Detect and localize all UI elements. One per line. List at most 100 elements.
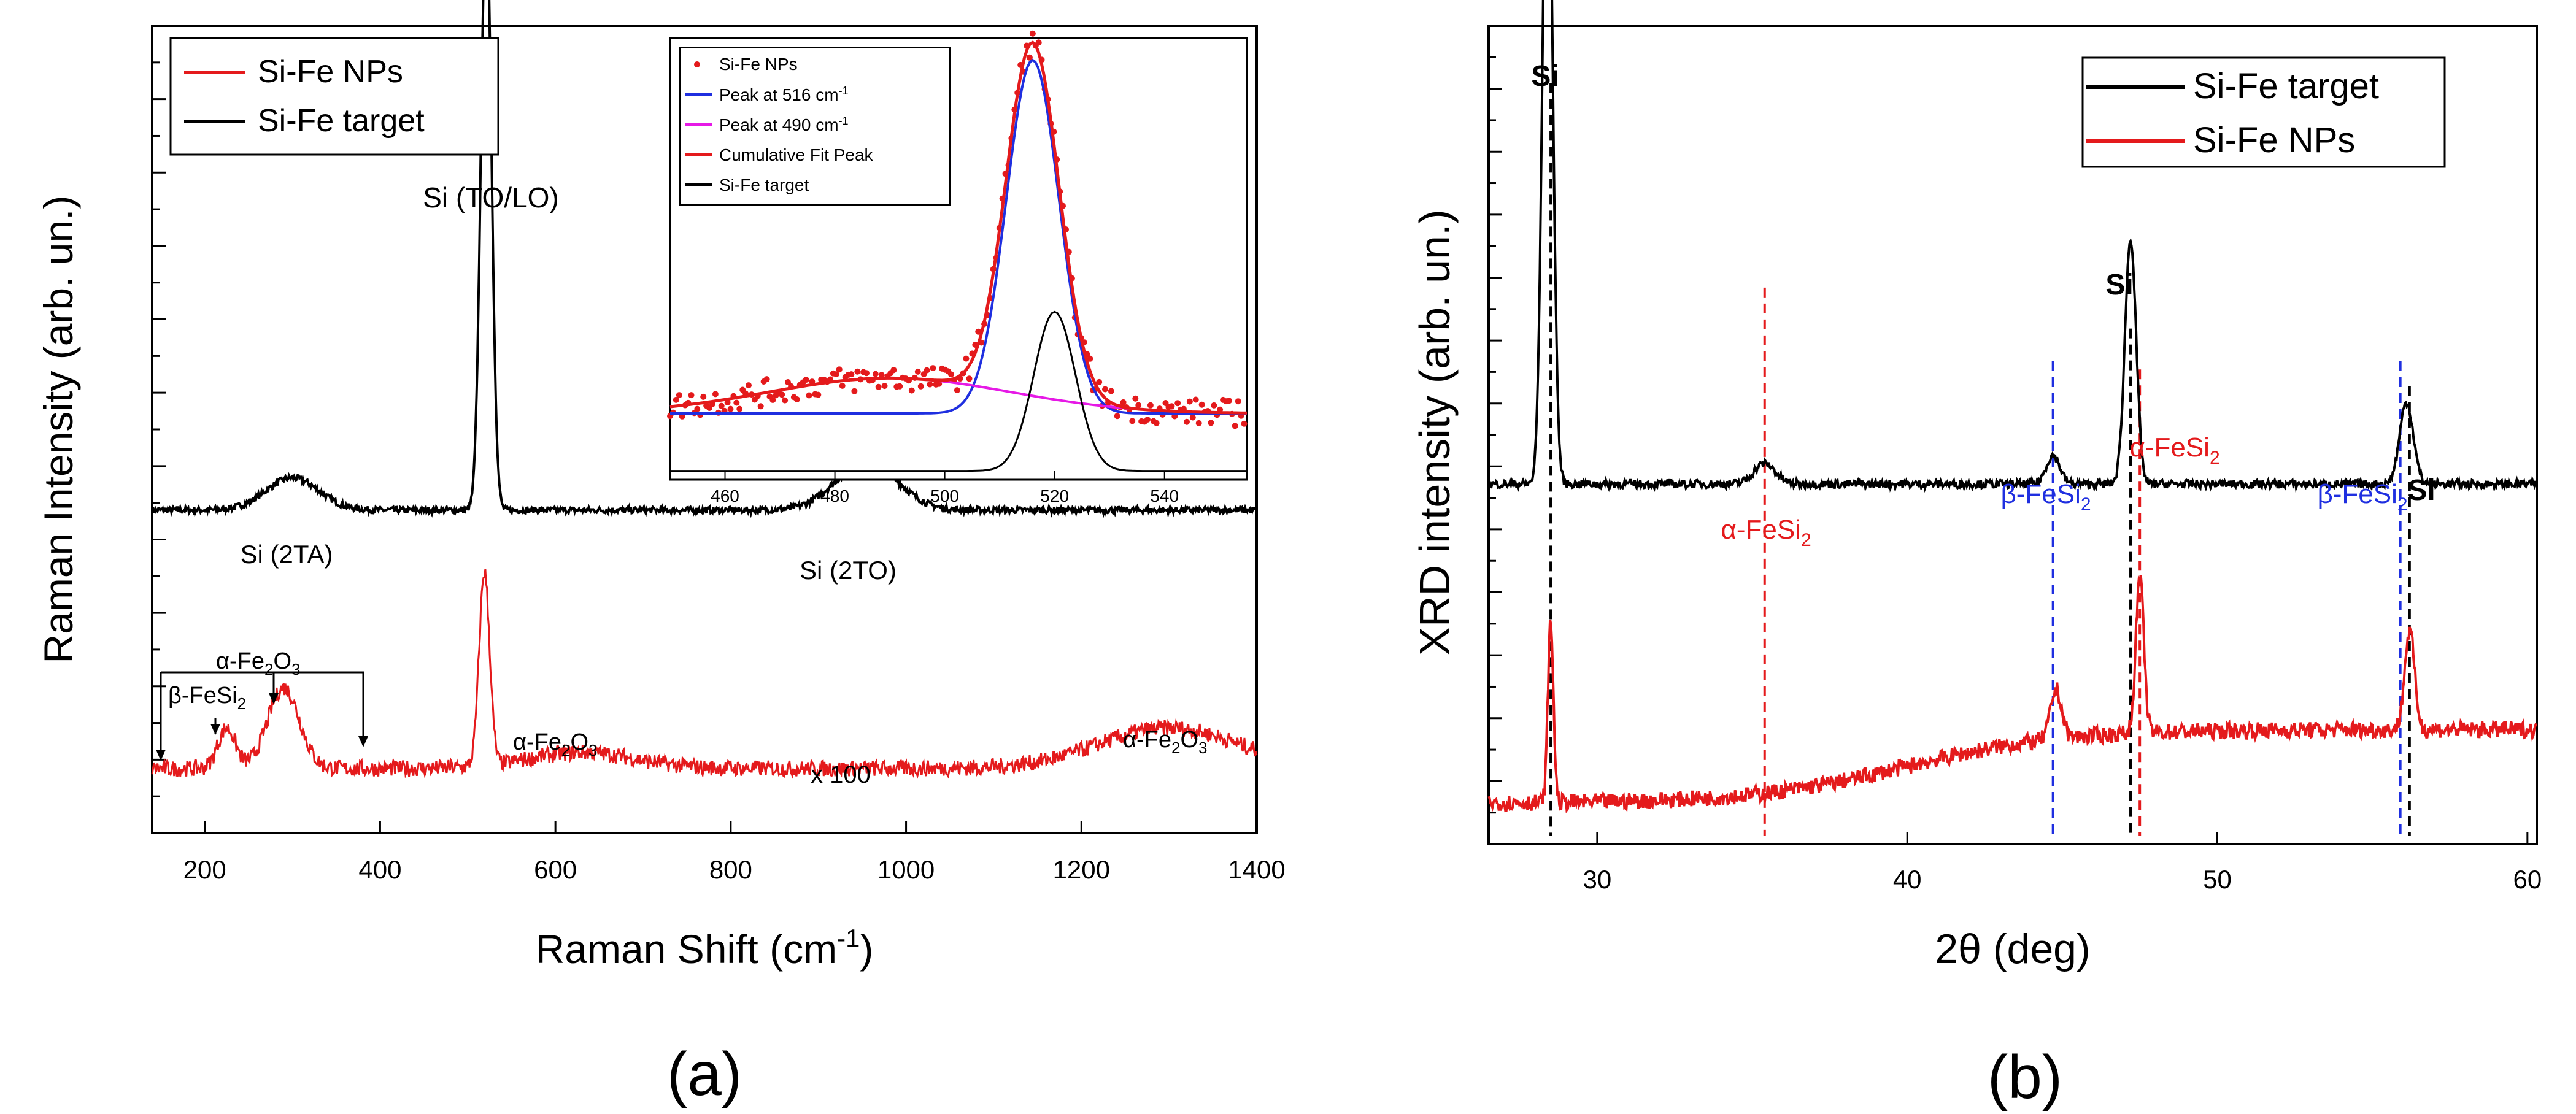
inset-data-point bbox=[815, 391, 822, 398]
inset-data-point bbox=[1186, 398, 1193, 405]
raman-inset-legend-label-fit: Cumulative Fit Peak bbox=[719, 145, 874, 164]
inset-data-point bbox=[1132, 395, 1139, 402]
xrd-annotation-beta-fesi2-1: β-FeSi2 bbox=[2000, 479, 2091, 515]
inset-data-point bbox=[954, 387, 960, 394]
xrd-chart: 30 40 50 60 2θ (deg) XRD intensity (arb. un… bbox=[1411, 0, 2542, 1112]
xrd-annotation-alpha-fesi2-2: α-FeSi2 bbox=[2129, 432, 2219, 468]
raman-annotation-beta-fesi2: β-FeSi2 bbox=[168, 683, 246, 713]
inset-data-point bbox=[736, 405, 743, 412]
inset-data-point bbox=[947, 371, 954, 378]
inset-data-point bbox=[1102, 386, 1108, 393]
inset-data-point bbox=[1153, 420, 1160, 426]
xrd-x-axis-label: 2θ (deg) bbox=[1935, 926, 2090, 972]
inset-data-point bbox=[914, 368, 921, 375]
inset-data-point bbox=[1225, 398, 1232, 404]
inset-data-point bbox=[1096, 378, 1103, 385]
inset-data-point bbox=[806, 392, 812, 399]
xrd-x-tick-label: 40 bbox=[1893, 865, 1922, 894]
raman-legend: Si-Fe NPs Si-Fe target bbox=[169, 37, 499, 156]
raman-annotation-si-2to: Si (2TO) bbox=[800, 556, 897, 585]
raman-x-axis-label: Raman Shift (cm-1) bbox=[536, 924, 874, 972]
raman-annotation-x100: x 100 bbox=[811, 761, 871, 788]
raman-inset-legend-label-516: Peak at 516 cm-1 bbox=[719, 85, 849, 104]
inset-data-point bbox=[1208, 420, 1214, 426]
raman-inset-peak-516 bbox=[670, 58, 1247, 415]
raman-inset-target bbox=[670, 310, 1247, 472]
raman-legend-label-nps: Si-Fe NPs bbox=[258, 54, 403, 90]
xrd-series-si-fe-target bbox=[1487, 0, 2537, 493]
inset-x-tick-label: 500 bbox=[930, 486, 959, 505]
inset-data-point bbox=[1235, 398, 1241, 405]
raman-fe2o3-bracket bbox=[161, 671, 364, 737]
inset-data-point bbox=[966, 375, 973, 382]
inset-x-tick-label: 540 bbox=[1150, 486, 1179, 505]
xrd-x-tick-label: 50 bbox=[2203, 865, 2232, 894]
inset-data-point bbox=[908, 387, 915, 394]
inset-data-point bbox=[1168, 403, 1175, 410]
inset-data-point bbox=[1035, 39, 1042, 46]
inset-data-point bbox=[718, 402, 725, 409]
raman-series-si-fe-nps bbox=[151, 569, 1258, 779]
raman-annotation-si-2ta: Si (2TA) bbox=[241, 540, 333, 569]
xrd-series-si-fe-nps bbox=[1487, 574, 2537, 814]
inset-data-point bbox=[1147, 402, 1154, 409]
raman-x-tick-label: 800 bbox=[709, 855, 752, 884]
xrd-reference-lines bbox=[1549, 83, 2411, 836]
inset-data-point bbox=[1129, 418, 1136, 424]
raman-annotation-si-tolo: Si (TO/LO) bbox=[423, 182, 559, 213]
raman-inset: 460 480 500 520 540 Si-Fe NPs Peak at 516 cm… bbox=[667, 30, 1248, 505]
raman-inset-legend-dot bbox=[694, 61, 700, 67]
xrd-annotation-alpha-fesi2-1: α-FeSi2 bbox=[1721, 515, 1811, 550]
inset-data-point bbox=[1108, 388, 1114, 394]
inset-data-point bbox=[833, 371, 839, 378]
inset-data-point bbox=[779, 391, 785, 398]
raman-inset-cumulative-fit bbox=[669, 40, 1248, 415]
inset-data-point bbox=[917, 383, 924, 390]
raman-axis-ticks: 200 400 600 800 1000 1200 1400 bbox=[152, 61, 1286, 884]
inset-data-point bbox=[1211, 402, 1217, 409]
inset-data-point bbox=[769, 397, 776, 403]
inset-data-point bbox=[1192, 396, 1199, 403]
xrd-x-tick-label: 30 bbox=[1583, 865, 1612, 894]
inset-x-tick-label: 460 bbox=[711, 486, 739, 505]
raman-arrow-160 bbox=[156, 750, 166, 761]
xrd-axis-ticks: 30 40 50 60 bbox=[1489, 56, 2542, 894]
inset-data-point bbox=[757, 403, 764, 410]
raman-series-si-fe-target bbox=[151, 0, 1258, 518]
xrd-x-tick-label: 60 bbox=[2513, 865, 2542, 894]
raman-inset-legend-label-nps: Si-Fe NPs bbox=[719, 55, 798, 74]
xrd-annotation-beta-fesi2-2: β-FeSi2 bbox=[2317, 479, 2407, 515]
inset-data-point bbox=[890, 367, 897, 374]
inset-data-point bbox=[803, 377, 809, 383]
raman-legend-box bbox=[169, 37, 499, 156]
raman-x-tick-label: 1200 bbox=[1053, 855, 1110, 884]
inset-data-point bbox=[1135, 402, 1142, 409]
raman-x-tick-label: 600 bbox=[534, 855, 577, 884]
raman-inset-ticks: 460 480 500 520 540 bbox=[711, 471, 1179, 505]
raman-inset-legend-label-490: Peak at 490 cm-1 bbox=[719, 115, 849, 134]
xrd-annotation-si-2: Si bbox=[2105, 269, 2133, 301]
xrd-legend-label-target: Si-Fe target bbox=[2193, 66, 2379, 106]
inset-data-point bbox=[793, 396, 800, 402]
inset-data-point bbox=[848, 371, 855, 378]
xrd-panel-label: (b) bbox=[1988, 1043, 2062, 1112]
inset-data-point bbox=[963, 355, 970, 362]
inset-data-point bbox=[839, 382, 846, 389]
raman-annotation-alpha-fe2o3-3: α-Fe2O3 bbox=[1123, 727, 1207, 757]
inset-data-point bbox=[975, 328, 982, 335]
inset-data-point bbox=[676, 392, 682, 399]
inset-data-point bbox=[700, 393, 707, 400]
inset-data-point bbox=[1114, 413, 1120, 420]
inset-data-point bbox=[1189, 414, 1196, 421]
raman-x-tick-label: 1400 bbox=[1228, 855, 1285, 884]
raman-arrow-225 bbox=[210, 724, 220, 735]
inset-data-point bbox=[1029, 30, 1036, 37]
raman-x-tick-label: 200 bbox=[183, 855, 226, 884]
inset-data-point bbox=[836, 366, 843, 373]
inset-data-point bbox=[875, 383, 882, 390]
inset-data-point bbox=[1195, 420, 1202, 426]
inset-data-point bbox=[927, 381, 933, 388]
inset-data-point bbox=[1241, 420, 1248, 427]
raman-inset-legend: Si-Fe NPs Peak at 516 cm-1 Peak at 490 c… bbox=[679, 47, 951, 206]
